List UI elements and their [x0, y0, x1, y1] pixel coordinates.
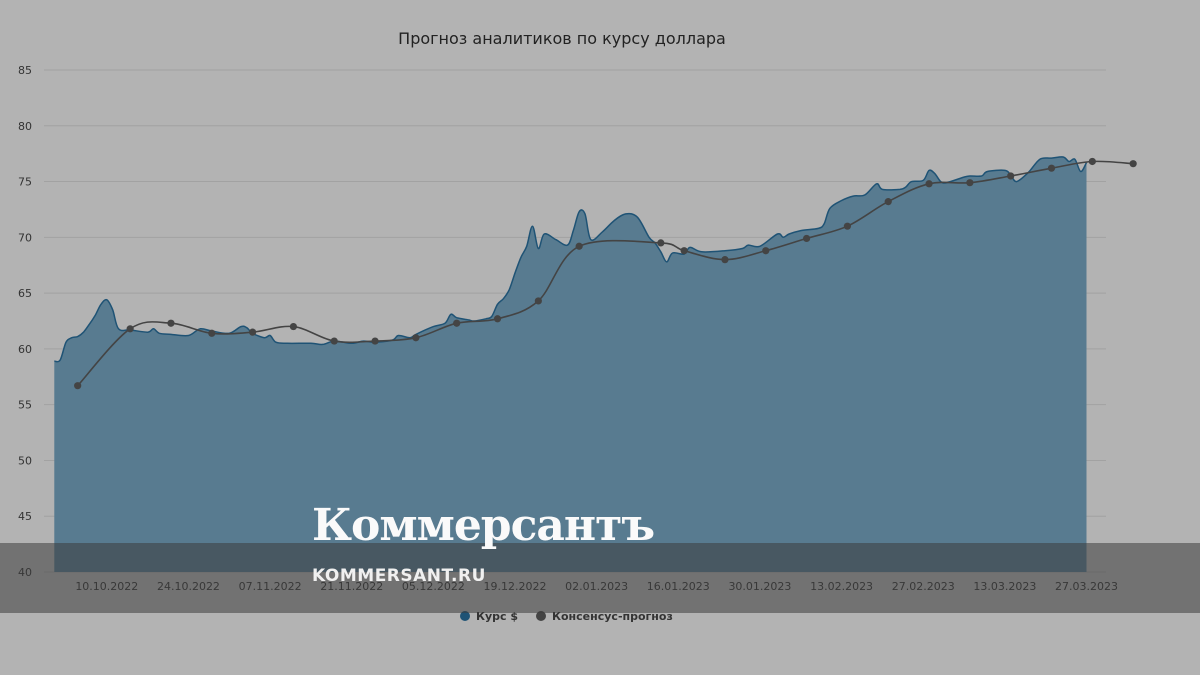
data-point-consensus [657, 239, 665, 247]
y-tick-label: 75 [18, 176, 32, 189]
series-line-kurs [54, 156, 1088, 363]
watermark-logo: Коммерсантъ [312, 500, 655, 551]
legend-label-kurs: Курс $ [476, 610, 518, 623]
data-point-consensus [167, 319, 175, 327]
data-point-consensus [208, 329, 216, 337]
data-point-consensus [1047, 164, 1056, 172]
data-point-consensus [453, 319, 461, 327]
legend: Курс $ Консенсус-прогноз [460, 610, 673, 623]
data-point-consensus [1088, 157, 1096, 166]
data-point-consensus [843, 222, 852, 230]
data-point-consensus [289, 322, 298, 331]
data-point-consensus [126, 325, 134, 333]
series-area-layer [54, 156, 1088, 572]
data-point-consensus [721, 256, 729, 264]
data-point-consensus [249, 328, 257, 336]
data-point-consensus [330, 337, 338, 345]
data-point-consensus [802, 234, 811, 243]
series-line-layer [74, 157, 1137, 390]
legend-marker-consensus [536, 611, 546, 621]
data-point-consensus [966, 179, 974, 187]
chart-title: Прогноз аналитиков по курсу доллара [398, 29, 726, 48]
y-tick-label: 85 [18, 64, 32, 77]
data-point-consensus [534, 297, 542, 305]
data-point-consensus [493, 315, 502, 323]
data-point-consensus [575, 242, 583, 250]
y-tick-label: 55 [18, 399, 32, 412]
watermark-url: KOMMERSANT.RU [312, 566, 486, 586]
y-tick-label: 50 [18, 454, 32, 467]
series-area-kurs-fill [54, 156, 1087, 572]
data-point-consensus [680, 247, 688, 255]
y-tick-label: 45 [18, 510, 32, 523]
y-tick-label: 60 [18, 343, 32, 356]
legend-item-consensus[interactable]: Консенсус-прогноз [536, 610, 673, 623]
watermark-band [0, 543, 1200, 613]
y-tick-label: 80 [18, 120, 32, 133]
legend-item-kurs[interactable]: Курс $ [460, 610, 518, 623]
data-point-consensus [1007, 172, 1015, 180]
legend-marker-kurs [460, 611, 470, 621]
data-point-consensus [884, 198, 892, 206]
data-point-consensus [74, 382, 82, 390]
legend-label-consensus: Консенсус-прогноз [552, 610, 673, 623]
y-tick-label: 70 [18, 231, 32, 244]
data-point-consensus [371, 337, 379, 345]
y-tick-label: 65 [18, 287, 32, 300]
data-point-consensus [925, 180, 933, 188]
data-point-consensus [1129, 160, 1137, 168]
data-point-consensus [762, 247, 770, 255]
data-point-consensus [412, 334, 420, 342]
y-axis-ticks: 40455055606570758085 [18, 64, 32, 579]
